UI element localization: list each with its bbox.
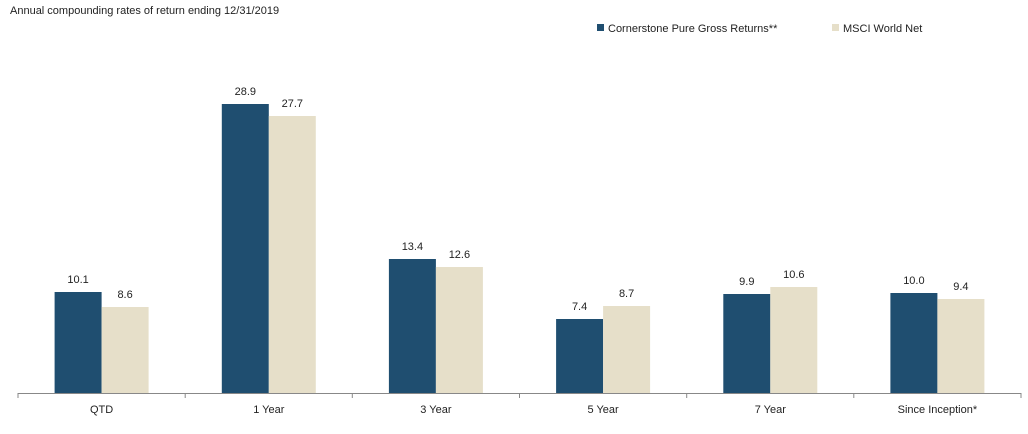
bar-msci-7-year <box>770 287 818 393</box>
bar-msci-since-inception <box>937 299 985 393</box>
legend-swatch-msci <box>832 24 839 31</box>
data-label-msci-since-inception: 9.4 <box>953 281 968 293</box>
data-label-msci-3-year: 12.6 <box>449 249 470 261</box>
x-axis: QTD 1 Year 3 Year 5 Year 7 Year Since Incepti… <box>17 393 1022 416</box>
bar-cornerstone-1-year <box>221 104 269 393</box>
data-label-msci-1-year: 27.7 <box>282 98 303 110</box>
legend: Cornerstone Pure Gross Returns** MSCI Wo… <box>597 23 922 35</box>
legend-swatch-cornerstone <box>597 24 604 31</box>
data-label-cornerstone-7-year: 9.9 <box>739 276 754 288</box>
data-label-cornerstone-since-inception: 10.0 <box>903 275 924 287</box>
x-tick-label-5-year: 5 Year <box>587 404 619 416</box>
data-label-cornerstone-qtd: 10.1 <box>67 274 88 286</box>
bar-msci-3-year <box>435 267 483 393</box>
x-tick-label-1-year: 1 Year <box>253 404 285 416</box>
data-label-cornerstone-1-year: 28.9 <box>235 86 256 98</box>
x-tick-label-qtd: QTD <box>90 404 113 416</box>
legend-label-cornerstone: Cornerstone Pure Gross Returns** <box>608 23 778 35</box>
bar-cornerstone-3-year <box>388 259 436 393</box>
bar-cornerstone-5-year <box>556 319 604 393</box>
x-tick-label-since-inception: Since Inception* <box>898 404 978 416</box>
data-label-msci-qtd: 8.6 <box>117 289 132 301</box>
legend-label-msci: MSCI World Net <box>843 23 922 35</box>
chart-title: Annual compounding rates of return endin… <box>10 5 279 17</box>
bar-msci-qtd <box>101 307 149 393</box>
plot-area: 10.1 8.6 28.9 27.7 13.4 12.6 7.4 8.7 9.9 10.6 10.0… <box>54 86 985 393</box>
bar-msci-1-year <box>268 116 316 393</box>
bar-cornerstone-qtd <box>54 292 102 393</box>
data-label-msci-7-year: 10.6 <box>783 269 804 281</box>
bar-msci-5-year <box>603 306 651 393</box>
bar-cornerstone-since-inception <box>890 293 938 393</box>
x-tick-label-3-year: 3 Year <box>420 404 452 416</box>
data-label-cornerstone-5-year: 7.4 <box>572 301 587 313</box>
data-label-msci-5-year: 8.7 <box>619 288 634 300</box>
bar-cornerstone-7-year <box>723 294 771 393</box>
x-tick-label-7-year: 7 Year <box>755 404 787 416</box>
data-label-cornerstone-3-year: 13.4 <box>402 241 423 253</box>
